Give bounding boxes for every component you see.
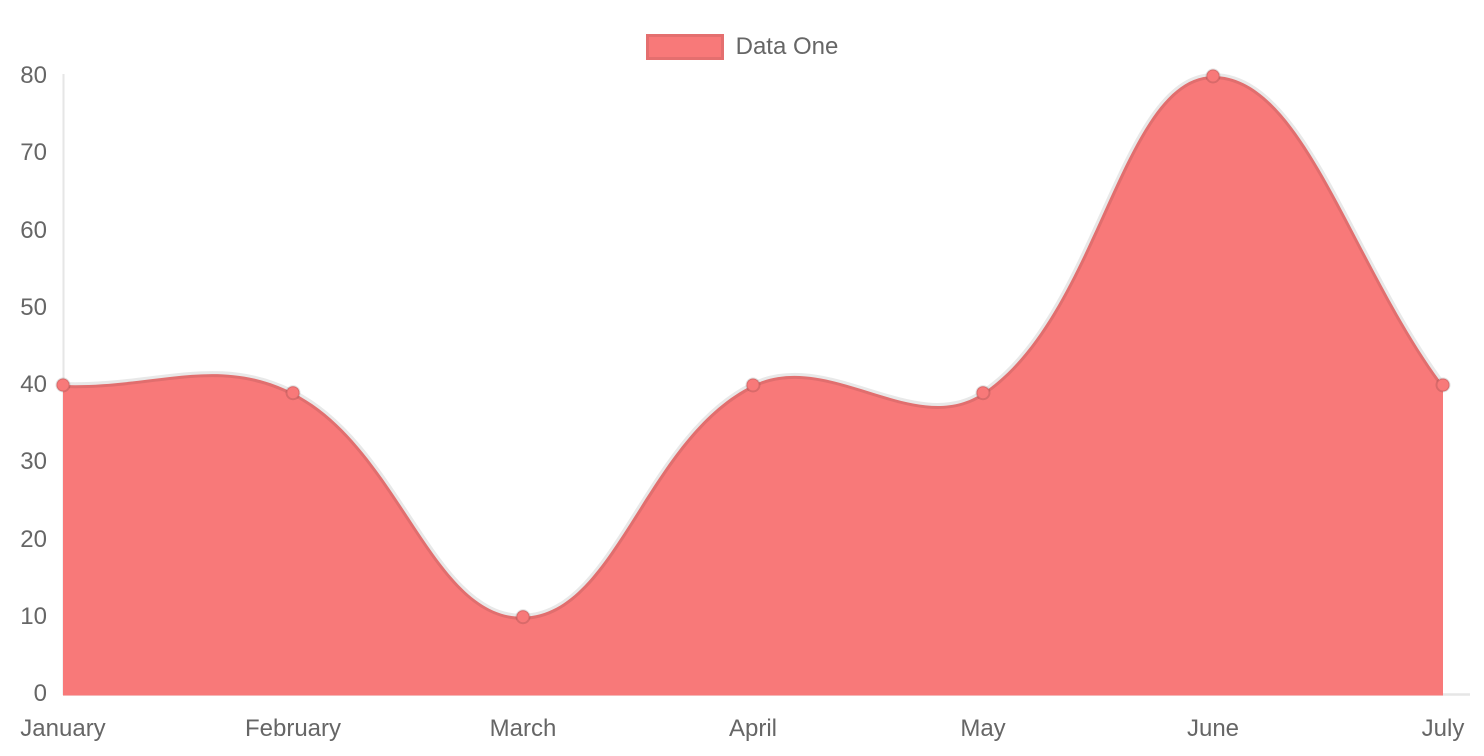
y-tick-label-30: 30	[20, 448, 47, 476]
data-point-july[interactable]	[1435, 377, 1451, 393]
y-tick-label-0: 0	[33, 680, 47, 707]
legend-color-swatch	[645, 34, 724, 60]
line-series-data-one	[62, 73, 1446, 620]
y-tick-label-70: 70	[20, 139, 47, 167]
y-tick-label-40: 40	[20, 371, 47, 398]
y-tick-label-80: 80	[20, 62, 47, 89]
y-tick-label-60: 60	[20, 216, 47, 244]
x-tick-label-january: January	[20, 715, 106, 742]
y-tick-label-20: 20	[20, 525, 47, 553]
data-point-january[interactable]	[55, 377, 71, 393]
data-point-april[interactable]	[745, 377, 761, 393]
data-point-may[interactable]	[975, 385, 991, 401]
x-tick-label-july: July	[1421, 715, 1465, 742]
data-point-february[interactable]	[285, 385, 301, 401]
y-tick-label-10: 10	[20, 602, 47, 630]
legend-item-data-one[interactable]: Data One	[645, 30, 839, 64]
y-tick-label-50: 50	[20, 293, 47, 321]
x-tick-label-may: May	[960, 715, 1006, 742]
x-tick-label-march: March	[489, 715, 557, 742]
legend-label: Data One	[735, 33, 839, 60]
data-point-march[interactable]	[515, 609, 531, 625]
x-tick-label-february: February	[244, 715, 342, 742]
data-point-june[interactable]	[1205, 68, 1221, 84]
x-tick-label-april: April	[728, 715, 777, 742]
chart-legend: Data One	[0, 30, 1484, 64]
x-tick-label-june: June	[1186, 715, 1240, 742]
